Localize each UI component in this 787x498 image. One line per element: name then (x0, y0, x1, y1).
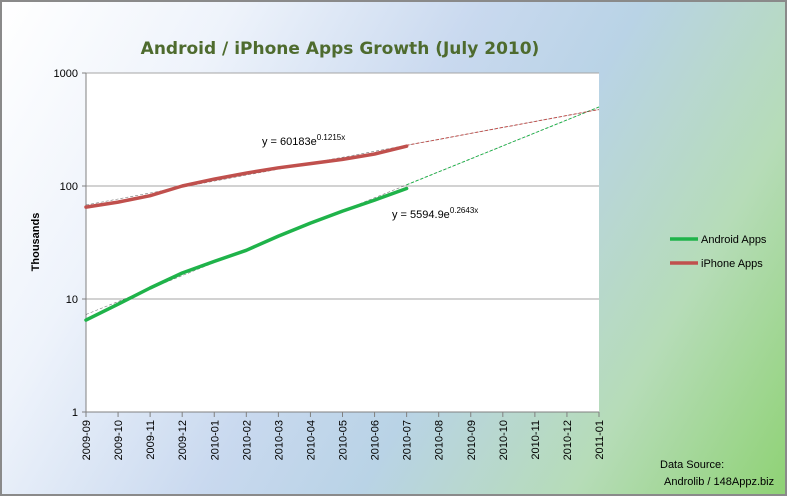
x-tick-label: 2010-02 (241, 420, 253, 460)
axes (82, 72, 600, 417)
x-tick-label: 2010-09 (466, 420, 478, 460)
x-tick-label: 2010-11 (530, 420, 542, 460)
trend-equation: y = 5594.9e0.2643x (392, 206, 478, 221)
trend-equations: y = 5594.9e0.2643x y = 60183e0.1215x (262, 133, 478, 221)
x-tick-label: 2010-10 (498, 420, 510, 460)
plot-area (86, 73, 599, 412)
y-axis-label: Thousands (30, 213, 42, 272)
x-tick-label: 2009-09 (81, 420, 93, 460)
chart-title: Android / iPhone Apps Growth (July 2010) (141, 39, 540, 59)
x-tick-label: 2010-12 (562, 420, 574, 460)
y-tick-label: 100 (60, 181, 78, 193)
data-source-line1: Data Source: (660, 459, 724, 471)
y-tick-labels: 1 10 100 1000 (54, 68, 78, 419)
legend: Android Apps iPhone Apps (670, 234, 767, 270)
series-line (84, 144, 409, 209)
x-tick-label: 2011-01 (594, 420, 606, 460)
trend-equation: y = 60183e0.1215x (262, 133, 345, 148)
x-tick-label: 2010-05 (338, 420, 350, 460)
x-tick-label: 2009-12 (177, 420, 189, 460)
legend-label: iPhone Apps (701, 258, 763, 270)
x-tick-label: 2010-04 (305, 420, 317, 460)
x-tick-label: 2010-06 (370, 420, 382, 460)
series-lines (84, 144, 409, 322)
y-tick-label: 1 (72, 407, 78, 419)
x-tick-label: 2010-01 (209, 420, 221, 460)
trendline-extension (406, 109, 600, 146)
trendline-extension (406, 106, 600, 186)
series-line (84, 186, 409, 322)
x-tick-label: 2009-10 (113, 420, 125, 460)
x-tick-label: 2010-03 (273, 420, 285, 460)
data-source-line2: Androlib / 148Appz.biz (664, 476, 774, 488)
x-tick-labels: 2009-09 2009-10 2009-11 2009-12 2010-01 2010-… (81, 420, 606, 460)
y-tick-label: 1000 (54, 68, 78, 80)
x-tick-label: 2010-07 (402, 420, 414, 460)
y-tick-label: 10 (66, 294, 78, 306)
x-tick-label: 2009-11 (145, 420, 157, 460)
x-tick-label: 2010-08 (434, 420, 446, 460)
legend-label: Android Apps (701, 234, 767, 246)
